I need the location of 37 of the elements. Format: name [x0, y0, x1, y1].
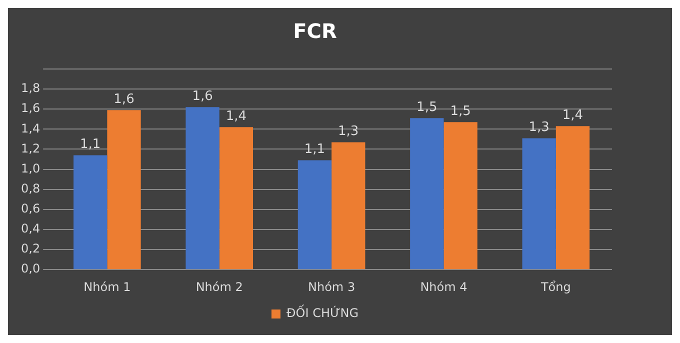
y-tick-label: 0,4 — [20, 222, 40, 236]
bar — [298, 160, 332, 270]
data-label: 1,3 — [528, 120, 550, 136]
bar — [107, 110, 141, 270]
data-label: 1,4 — [226, 109, 247, 124]
bar — [444, 122, 478, 270]
x-tick-label: Tổng — [540, 280, 571, 294]
x-tick-label: Nhóm 3 — [308, 280, 356, 294]
y-tick-label: 1,2 — [20, 141, 40, 156]
data-label: 1,5 — [450, 104, 471, 120]
y-tick-label: 0,6 — [20, 202, 40, 216]
bar — [74, 155, 108, 270]
legend-label: ĐỐI CHỨNG — [286, 304, 359, 320]
y-tick-label: 1,0 — [20, 161, 40, 176]
bar — [522, 138, 556, 270]
bar — [556, 126, 590, 270]
y-tick-label: 1,6 — [20, 101, 40, 116]
bar — [219, 127, 254, 270]
y-tick-label: 0,2 — [20, 242, 40, 256]
y-tick-label: 0,0 — [20, 262, 40, 276]
data-label: 1,1 — [304, 142, 326, 158]
bar — [186, 107, 220, 270]
chart-title: FCR — [293, 19, 337, 44]
bar — [410, 118, 444, 270]
y-tick-label: 1,4 — [20, 121, 40, 136]
x-tick-label: Nhóm 1 — [84, 280, 131, 294]
y-tick-label: 1,8 — [20, 81, 40, 96]
x-tick-label: Nhóm 4 — [420, 280, 468, 294]
bar — [332, 142, 366, 270]
data-label: 1,5 — [416, 100, 438, 116]
data-label: 1,1 — [80, 137, 101, 152]
data-label: 1,4 — [562, 108, 584, 124]
y-tick-label: 0,8 — [20, 181, 40, 196]
data-label: 1,6 — [192, 88, 213, 104]
data-label: 1,3 — [338, 124, 359, 140]
x-tick-label: Nhóm 2 — [196, 280, 243, 294]
data-label: 1,6 — [114, 92, 134, 107]
